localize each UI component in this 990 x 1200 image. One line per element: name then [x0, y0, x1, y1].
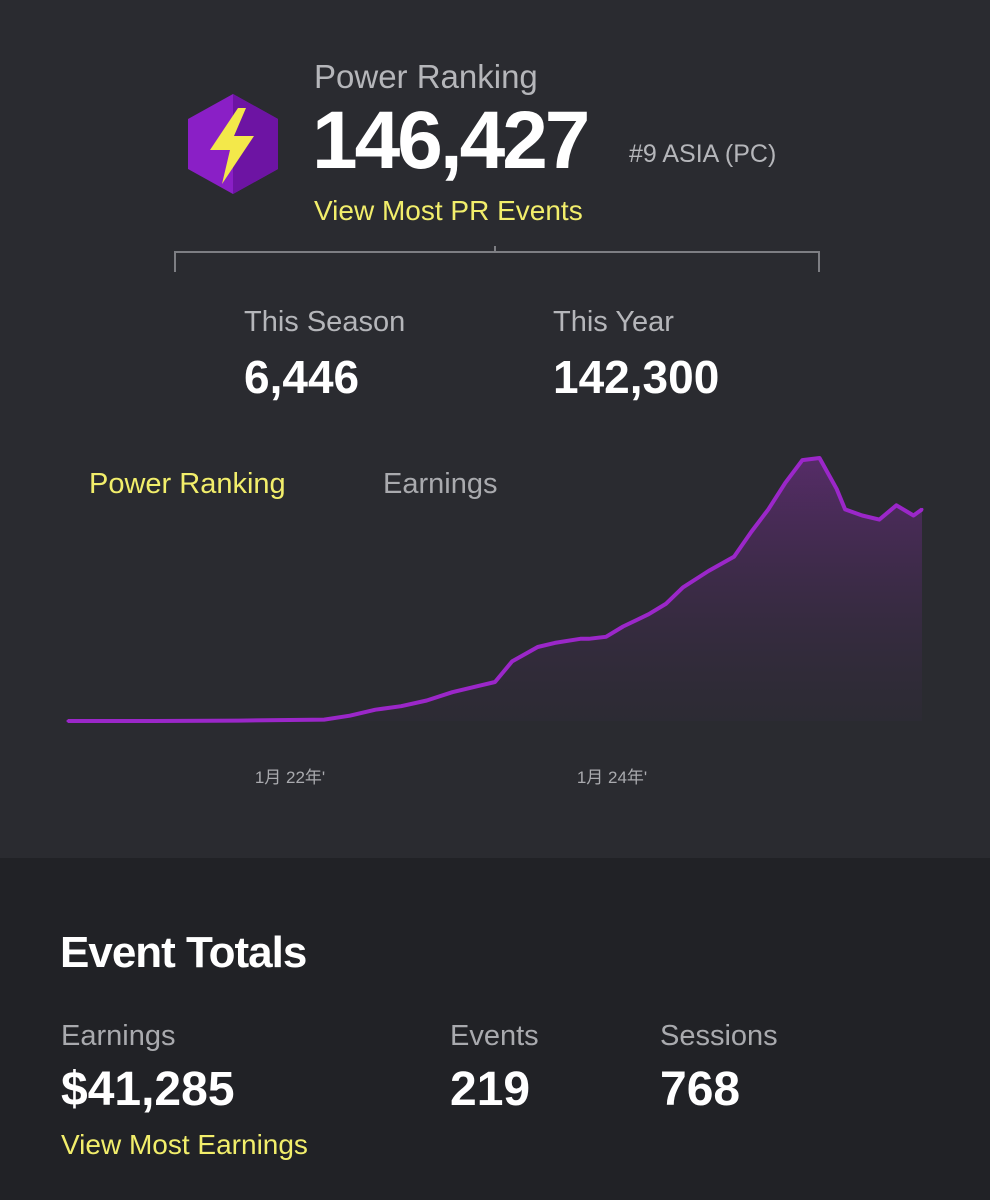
sessions-label: Sessions [660, 1020, 778, 1052]
view-most-pr-events-link[interactable]: View Most PR Events [314, 195, 583, 226]
chart-point [835, 487, 839, 491]
event-totals-panel [0, 858, 990, 1200]
this-year-value: 142,300 [553, 351, 720, 403]
chart-point [399, 704, 403, 708]
power-ranking-value: 146,427 [312, 95, 590, 186]
chart-point [920, 507, 924, 511]
chart-point [536, 645, 540, 649]
chart-point [707, 569, 710, 573]
x-tick-label: 1月 24年' [577, 768, 647, 787]
chart-point [425, 699, 429, 702]
chart-point [151, 719, 155, 723]
chart-point [843, 507, 847, 511]
x-tick-label: 1月 22年' [255, 768, 325, 787]
chart-point [373, 708, 377, 712]
chart-area-fill [68, 458, 922, 721]
events-value: 219 [450, 1063, 531, 1116]
chart-point [476, 684, 480, 688]
chart-point [450, 690, 454, 694]
chart-point [553, 641, 557, 645]
chart-point [766, 507, 770, 511]
chart-point [621, 625, 625, 628]
chart-point [877, 518, 881, 522]
event-totals-title: Event Totals [60, 928, 307, 977]
bracket-divider [174, 246, 820, 272]
region-rank: #9 ASIA (PC) [629, 140, 777, 168]
chart-point [912, 514, 915, 517]
chart-point [66, 719, 70, 723]
earnings-value: $41,285 [61, 1063, 235, 1116]
chart-point [493, 680, 497, 684]
tab-power-ranking[interactable]: Power Ranking [89, 468, 286, 500]
chart-point [894, 503, 898, 507]
chart-point [237, 719, 241, 723]
events-label: Events [450, 1020, 539, 1052]
lightning-hexagon-icon [188, 94, 278, 194]
power-ranking-chart: 1月 22年' 1月 24年' [66, 456, 924, 787]
tab-earnings[interactable]: Earnings [383, 468, 498, 500]
chart-point [348, 714, 352, 718]
chart-point [800, 458, 804, 462]
chart-point [681, 585, 685, 589]
chart-point [587, 637, 591, 641]
view-most-earnings-link[interactable]: View Most Earnings [61, 1129, 308, 1160]
chart-point [664, 602, 668, 606]
chart-point [818, 456, 821, 460]
chart-point [322, 718, 326, 722]
this-season-label: This Season [244, 306, 406, 338]
power-ranking-panel: Power Ranking 146,427 #9 ASIA (PC) View … [66, 58, 924, 787]
chart-point [860, 514, 864, 517]
sessions-value: 768 [660, 1063, 741, 1116]
earnings-label: Earnings [61, 1020, 176, 1052]
chart-point [647, 612, 651, 616]
chart-point [732, 555, 736, 559]
chart-point [604, 635, 608, 639]
chart-point [783, 481, 787, 485]
chart-point [749, 530, 753, 534]
chart-point [510, 659, 514, 663]
this-year-label: This Year [553, 306, 674, 338]
this-season-value: 6,446 [244, 351, 360, 403]
power-ranking-label: Power Ranking [314, 58, 538, 95]
chart-point [578, 637, 582, 641]
